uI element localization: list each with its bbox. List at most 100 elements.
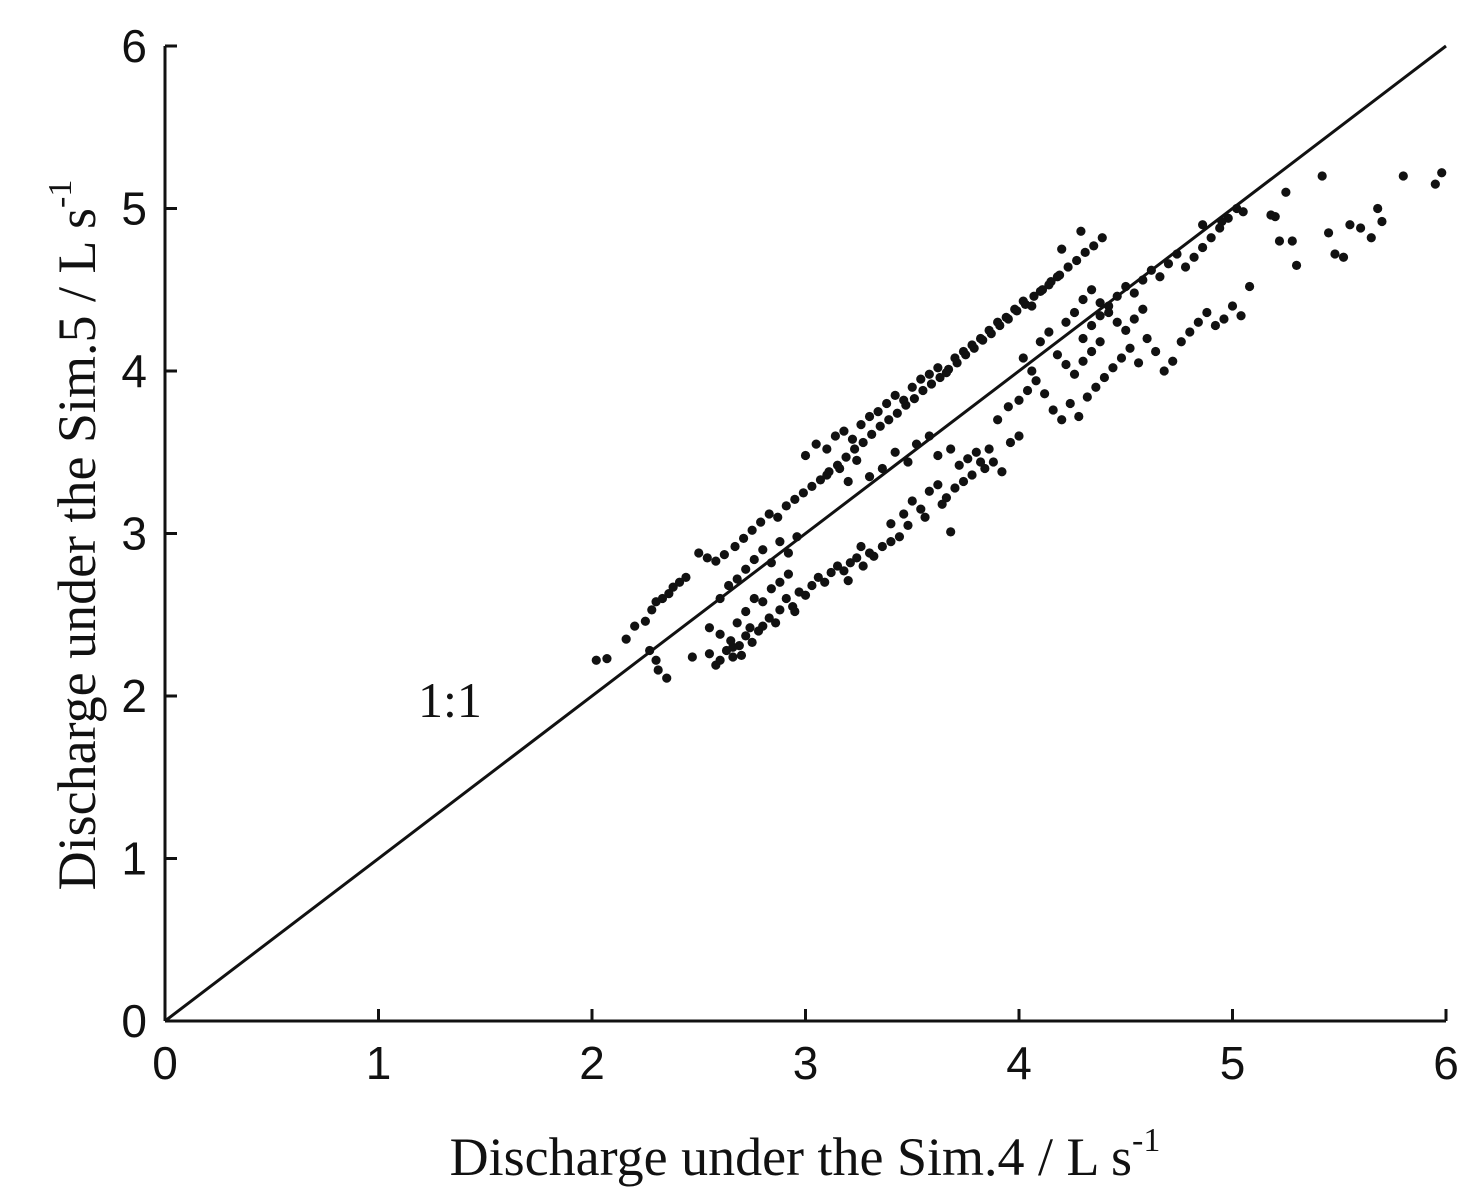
scatter-point: [1129, 288, 1139, 298]
scatter-point: [1356, 223, 1366, 233]
y-axis-title: Discharge under the Sim.5 / L s-1: [42, 180, 107, 891]
scatter-point: [822, 444, 832, 454]
scatter-point: [858, 437, 868, 448]
scatter-point: [890, 447, 900, 457]
scatter-point: [909, 394, 919, 404]
scatter-point: [1065, 398, 1075, 409]
scatter-point: [886, 519, 896, 529]
scatter-point: [941, 493, 952, 503]
scatter-point: [852, 455, 862, 465]
scatter-point: [907, 496, 917, 506]
scatter-point: [1291, 260, 1302, 270]
scatter-point: [758, 621, 768, 631]
scatter-point: [653, 665, 663, 675]
scatter-point: [867, 429, 877, 439]
scatter-point: [852, 553, 862, 563]
scatter-point: [1168, 356, 1178, 366]
scatter-point: [832, 561, 843, 571]
scatter-point: [1031, 376, 1041, 386]
scatter-point: [790, 494, 800, 504]
scatter-point: [856, 420, 866, 430]
scatter-point: [647, 605, 657, 615]
scatter-point: [984, 444, 994, 454]
scatter-point: [1086, 346, 1097, 357]
scatter-point: [1287, 236, 1297, 246]
scatter-point: [1236, 311, 1246, 321]
scatter-point: [1116, 353, 1127, 363]
scatter-point: [1027, 301, 1037, 311]
scatter-point: [1198, 242, 1208, 253]
scatter-point: [1097, 233, 1107, 243]
scatter-point: [967, 340, 977, 350]
scatter-point: [1437, 168, 1447, 178]
scatter-point: [1366, 233, 1376, 243]
scatter-point: [975, 333, 986, 344]
scatter-point: [1076, 226, 1086, 236]
scatter-point: [946, 527, 956, 537]
scatter-point: [1014, 395, 1024, 405]
y-axis-title-text: Discharge under the Sim.5 / L s: [47, 208, 107, 890]
scatter-point: [858, 561, 868, 571]
scatter-point: [1206, 233, 1216, 243]
scatter-point: [771, 618, 781, 628]
scatter-point: [958, 476, 969, 487]
scatter-point: [1061, 359, 1071, 370]
scatter-point: [933, 480, 943, 490]
scatter-point: [664, 589, 674, 599]
scatter-point: [745, 623, 755, 633]
scatter-point: [1398, 171, 1408, 181]
scatter-point: [967, 470, 977, 480]
scatter-point: [1163, 259, 1174, 269]
y-tick-label: 0: [121, 995, 147, 1047]
scatter-point: [1095, 298, 1105, 308]
scatter-point: [877, 541, 887, 552]
scatter-point: [1035, 337, 1045, 347]
scatter-point: [702, 553, 712, 563]
scatter-point: [800, 450, 811, 461]
scatter-point: [1052, 272, 1063, 282]
scatter-point: [882, 398, 892, 409]
scatter-point: [668, 582, 678, 592]
scatter-point: [864, 411, 875, 422]
scatter-point: [941, 368, 952, 378]
scatter-point: [704, 623, 715, 633]
scatter-point: [903, 457, 913, 467]
scatter-point: [715, 629, 725, 639]
scatter-point: [1078, 294, 1088, 305]
scatter-point: [1430, 179, 1440, 189]
scatter-point: [877, 463, 887, 474]
scatter-point: [1210, 320, 1221, 331]
scatter-point: [1159, 366, 1169, 376]
scatter-point: [894, 532, 905, 542]
scatter-point: [1057, 415, 1067, 425]
scatter-point: [800, 590, 811, 600]
scatter-point: [747, 525, 757, 535]
scatter-point: [835, 463, 845, 474]
scatter-point: [813, 572, 823, 582]
scatter-point: [1052, 350, 1063, 360]
scatter-point: [946, 444, 956, 454]
scatter-point: [1095, 337, 1105, 347]
scatter-point: [1108, 363, 1118, 373]
scatter-point: [790, 606, 800, 617]
y-tick-label: 6: [121, 20, 147, 72]
scatter-point: [1044, 327, 1054, 337]
scatter-point: [715, 655, 725, 665]
scatter-point: [1129, 314, 1139, 324]
scatter-point: [1040, 389, 1050, 399]
scatter-point: [884, 415, 894, 425]
scatter-point: [1244, 281, 1255, 292]
axes: [163, 44, 1448, 1023]
scatter-point: [1035, 286, 1045, 296]
x-tick-label: 5: [1220, 1037, 1246, 1089]
scatter-point: [1022, 385, 1033, 396]
y-tick-label: 1: [121, 833, 147, 885]
scatter-point: [856, 541, 866, 552]
scatter-point: [681, 572, 691, 582]
scatter-point: [1061, 317, 1071, 327]
scatter-point: [1057, 244, 1067, 254]
scatter-point: [937, 499, 947, 509]
scatter-point: [1227, 301, 1238, 311]
scatter-point: [1018, 353, 1028, 363]
scatter-point: [1072, 255, 1082, 266]
